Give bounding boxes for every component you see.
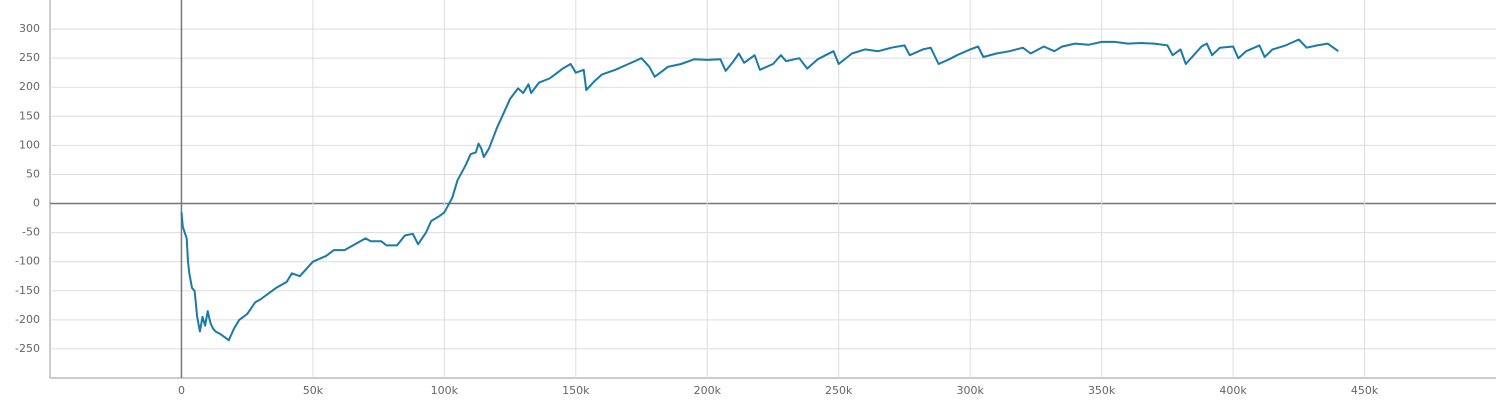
x-tick-label: 350k [1088,384,1116,397]
y-tick-label: -50 [22,226,40,239]
y-tick-label: -150 [15,284,40,297]
x-tick-label: 250k [825,384,853,397]
y-tick-label: -250 [15,342,40,355]
y-tick-label: -100 [15,255,40,268]
x-tick-label: 400k [1219,384,1247,397]
x-tick-label: 50k [303,384,324,397]
x-tick-label: 150k [562,384,590,397]
y-tick-label: -200 [15,313,40,326]
line-series [180,38,1339,342]
y-tick-label: 0 [33,197,40,210]
y-tick-label: 50 [26,167,40,180]
x-tick-label: 0 [178,384,185,397]
x-tick-label: 300k [956,384,984,397]
x-tick-label: 100k [431,384,459,397]
x-tick-label: 450k [1351,384,1379,397]
y-tick-label: 200 [19,80,40,93]
y-tick-label: 150 [19,109,40,122]
y-tick-label: 100 [19,138,40,151]
y-tick-label: 250 [19,51,40,64]
y-tick-label: 300 [19,22,40,35]
x-tick-label: 200k [694,384,722,397]
